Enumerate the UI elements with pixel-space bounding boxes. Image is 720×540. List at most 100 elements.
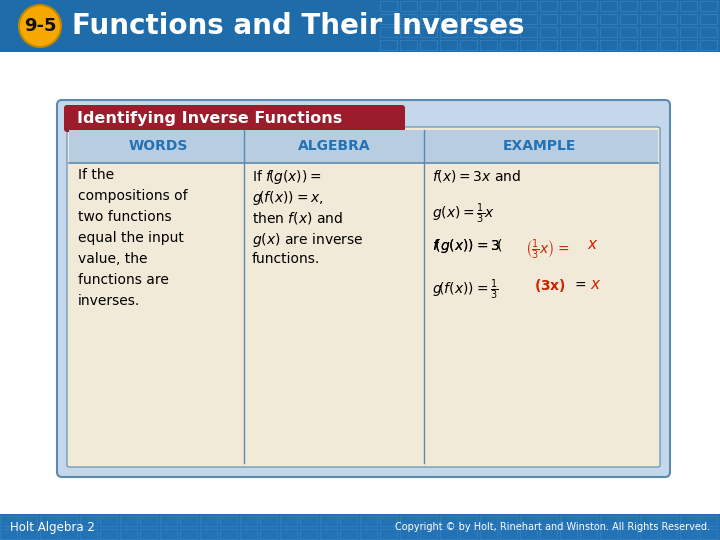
Bar	[420, 14, 437, 24]
FancyBboxPatch shape	[67, 127, 660, 467]
Bar	[540, 529, 557, 539]
Text: $x$: $x$	[590, 277, 601, 292]
Bar	[620, 516, 637, 526]
Bar	[80, 529, 97, 539]
Bar	[500, 516, 517, 526]
Bar	[660, 516, 677, 526]
Bar	[660, 40, 677, 50]
Bar	[300, 516, 317, 526]
Bar	[100, 516, 117, 526]
Text: value, the: value, the	[78, 252, 148, 266]
Bar	[200, 529, 217, 539]
Bar	[440, 516, 457, 526]
Bar	[660, 1, 677, 11]
Text: functions are: functions are	[78, 273, 169, 287]
Bar	[400, 1, 417, 11]
Bar	[400, 516, 417, 526]
Bar	[460, 1, 477, 11]
Bar	[640, 14, 657, 24]
Bar	[680, 27, 697, 37]
Bar	[560, 40, 577, 50]
Bar	[580, 14, 597, 24]
FancyBboxPatch shape	[64, 105, 405, 132]
Bar	[440, 1, 457, 11]
Bar	[500, 529, 517, 539]
Bar	[420, 27, 437, 37]
Bar	[0, 0, 720, 52]
Bar	[460, 516, 477, 526]
Text: Copyright © by Holt, Rinehart and Winston. All Rights Reserved.: Copyright © by Holt, Rinehart and Winsto…	[395, 522, 710, 532]
Bar	[280, 529, 297, 539]
Bar	[520, 14, 537, 24]
Bar	[40, 529, 57, 539]
Bar	[120, 529, 137, 539]
Bar	[660, 529, 677, 539]
Bar	[200, 516, 217, 526]
Bar	[480, 529, 497, 539]
Text: compositions of: compositions of	[78, 189, 188, 203]
Bar	[580, 40, 597, 50]
Bar	[140, 516, 157, 526]
Bar	[680, 14, 697, 24]
Bar	[440, 27, 457, 37]
Bar	[60, 516, 77, 526]
Bar	[480, 1, 497, 11]
Text: If the: If the	[78, 168, 114, 182]
Text: Functions and Their Inverses: Functions and Their Inverses	[72, 12, 524, 40]
Bar	[680, 529, 697, 539]
Bar	[540, 40, 557, 50]
Bar	[460, 27, 477, 37]
Bar	[680, 1, 697, 11]
Text: $g(x) = \frac{1}{3}x$: $g(x) = \frac{1}{3}x$	[432, 201, 495, 226]
Bar	[580, 1, 597, 11]
Text: then $f(x)$ and: then $f(x)$ and	[252, 210, 343, 226]
Bar	[480, 27, 497, 37]
Bar	[600, 14, 617, 24]
Text: $f\!\left(g(x)\right) = 3\!\left(\right.$: $f\!\left(g(x)\right) = 3\!\left(\right.…	[432, 237, 503, 255]
Text: $g\!\left(f(x)\right) = x,$: $g\!\left(f(x)\right) = x,$	[252, 189, 323, 207]
Bar	[640, 40, 657, 50]
Bar	[80, 516, 97, 526]
Bar	[0, 52, 720, 514]
Bar	[520, 1, 537, 11]
Text: $x$: $x$	[587, 237, 598, 252]
Text: inverses.: inverses.	[78, 294, 140, 308]
Bar	[480, 14, 497, 24]
Text: two functions: two functions	[78, 210, 171, 224]
Bar	[700, 27, 717, 37]
Bar	[340, 516, 357, 526]
Bar	[20, 529, 37, 539]
Bar	[160, 529, 177, 539]
Text: EXAMPLE: EXAMPLE	[503, 139, 576, 153]
Bar	[160, 516, 177, 526]
Bar	[640, 516, 657, 526]
Bar	[69, 130, 658, 163]
Bar	[480, 40, 497, 50]
Text: $\left(\frac{1}{3}x\right) = $: $\left(\frac{1}{3}x\right) = $	[525, 237, 570, 262]
Text: 9-5: 9-5	[24, 17, 56, 35]
Text: $f(x) = 3x$ and: $f(x) = 3x$ and	[432, 168, 521, 184]
Bar	[300, 529, 317, 539]
Text: ALGEBRA: ALGEBRA	[297, 139, 370, 153]
Bar	[380, 1, 397, 11]
Bar	[320, 529, 337, 539]
Bar	[620, 27, 637, 37]
Bar	[400, 14, 417, 24]
Bar	[0, 0, 720, 52]
Bar	[140, 529, 157, 539]
Bar	[660, 27, 677, 37]
Bar	[440, 40, 457, 50]
Bar	[560, 516, 577, 526]
Bar	[60, 529, 77, 539]
Bar	[420, 1, 437, 11]
Bar	[680, 516, 697, 526]
Bar	[700, 1, 717, 11]
Bar	[560, 14, 577, 24]
Bar	[400, 40, 417, 50]
Bar	[620, 14, 637, 24]
Bar	[600, 529, 617, 539]
Bar	[500, 27, 517, 37]
Bar	[700, 529, 717, 539]
Bar	[500, 14, 517, 24]
Text: WORDS: WORDS	[128, 139, 188, 153]
